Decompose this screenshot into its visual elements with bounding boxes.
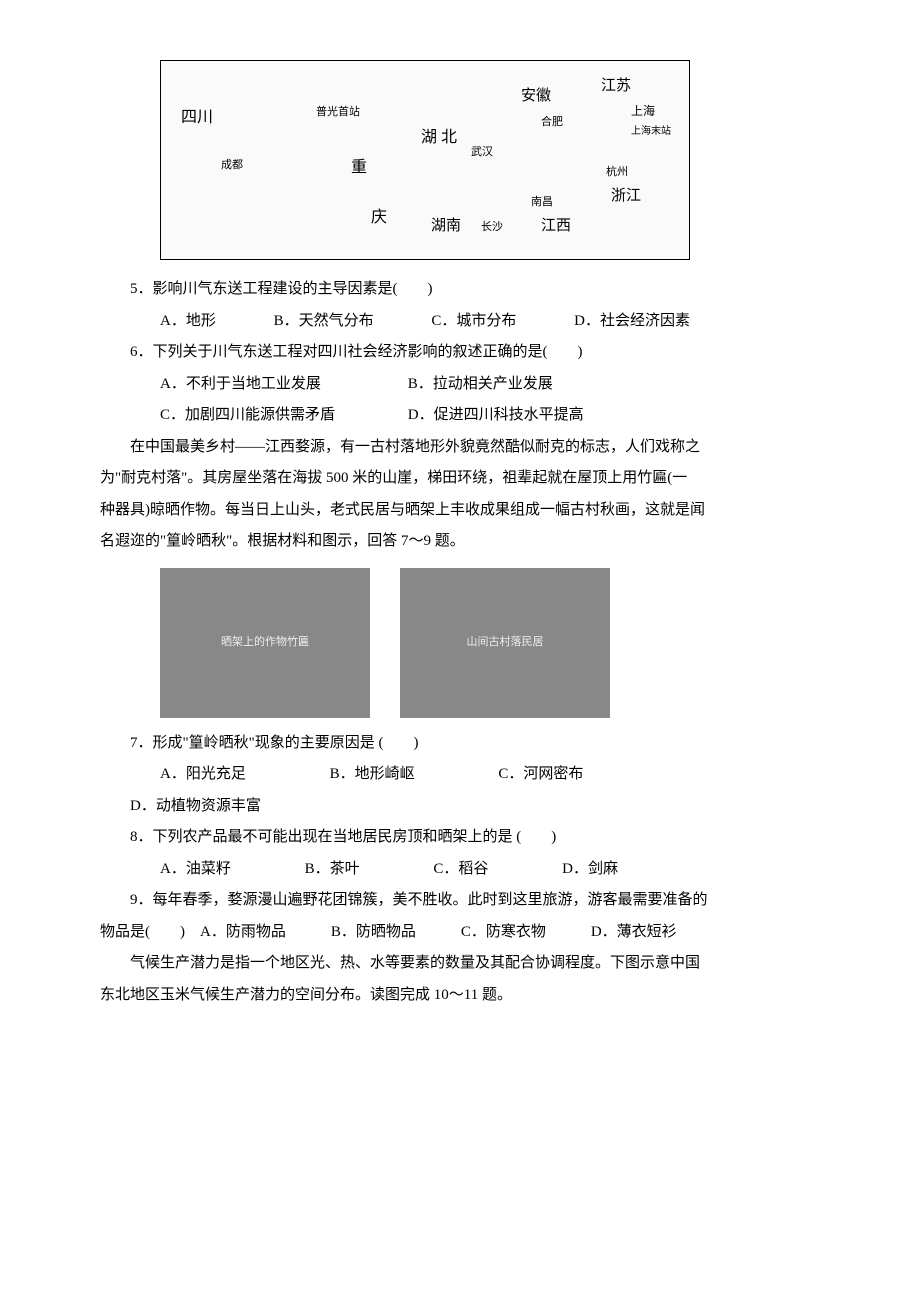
map-province-label: 江西 bbox=[541, 211, 571, 243]
map-city-label: 上海末站 bbox=[631, 121, 671, 142]
map-province-label: 江苏 bbox=[601, 71, 631, 103]
q7-option-b: B．地形崎岖 bbox=[300, 759, 415, 791]
q5-option-c: C．城市分布 bbox=[401, 306, 516, 338]
map-city-label: 合肥 bbox=[541, 111, 563, 134]
passage1-line1: 在中国最美乡村——江西婺源，有一古村落地形外貌竟然酷似耐克的标志，人们戏称之 bbox=[100, 432, 820, 464]
q7-options: A．阳光充足 B．地形崎岖 C．河网密布 D．动植物资源丰富 bbox=[100, 759, 820, 822]
map-province-label: 湖 北 bbox=[421, 121, 457, 155]
photo-row: 晒架上的作物竹匾 山间古村落民居 bbox=[160, 568, 820, 718]
map-city-label: 长沙 bbox=[481, 216, 503, 239]
q8-stem: 8．下列农产品最不可能出现在当地居民房顶和晒架上的是 ( ) bbox=[100, 822, 820, 854]
q7-stem: 7．形成"篁岭晒秋"现象的主要原因是 ( ) bbox=[100, 728, 820, 760]
map-city-label: 成都 bbox=[221, 154, 243, 177]
q5-option-d: D．社会经济因素 bbox=[544, 306, 690, 338]
q8-option-b: B．茶叶 bbox=[275, 854, 360, 886]
q6-option-c: C．加剧四川能源供需矛盾 bbox=[130, 400, 350, 432]
q5-stem: 5．影响川气东送工程建设的主导因素是( ) bbox=[100, 274, 820, 306]
map-city-label: 武汉 bbox=[471, 141, 493, 164]
q6-options-row1: A．不利于当地工业发展 B．拉动相关产业发展 bbox=[100, 369, 820, 401]
q6-stem: 6．下列关于川气东送工程对四川社会经济影响的叙述正确的是( ) bbox=[100, 337, 820, 369]
q5-option-b: B．天然气分布 bbox=[244, 306, 374, 338]
photo-village-hillside: 山间古村落民居 bbox=[400, 568, 610, 718]
map-city-label: 普光首站 bbox=[316, 101, 360, 124]
map-province-label: 安徽 bbox=[521, 81, 551, 113]
q6-option-a: A．不利于当地工业发展 bbox=[130, 369, 350, 401]
passage1-line3: 种器具)晾晒作物。每当日上山头，老式民居与晒架上丰收成果组成一幅古村秋画，这就是… bbox=[100, 495, 820, 527]
q6-option-b: B．拉动相关产业发展 bbox=[378, 369, 553, 401]
pipeline-map-figure: 四川 重 庆 湖 北 湖南 安徽 江苏 江西 浙江 普光首站 成都 武汉 合肥 … bbox=[160, 60, 690, 260]
q5-option-a: A．地形 bbox=[130, 306, 216, 338]
passage2-line2: 东北地区玉米气候生产潜力的空间分布。读图完成 10～11 题。 bbox=[100, 980, 820, 1012]
q7-option-a: A．阳光充足 bbox=[130, 759, 246, 791]
q8-options: A．油菜籽 B．茶叶 C．稻谷 D．剑麻 bbox=[100, 854, 820, 886]
q5-options: A．地形 B．天然气分布 C．城市分布 D．社会经济因素 bbox=[100, 306, 820, 338]
map-province-label: 庆 bbox=[371, 201, 387, 235]
map-province-label: 浙江 bbox=[611, 181, 641, 213]
q8-option-d: D．剑麻 bbox=[532, 854, 618, 886]
q9-line2: 物品是( ) A．防雨物品 B．防晒物品 C．防寒衣物 D．薄衣短衫 bbox=[100, 917, 820, 949]
q8-option-a: A．油菜籽 bbox=[130, 854, 231, 886]
q8-option-c: C．稻谷 bbox=[403, 854, 488, 886]
passage1-line4: 名遐迩的"篁岭晒秋"。根据材料和图示，回答 7～9 题。 bbox=[100, 526, 820, 558]
map-city-label: 杭州 bbox=[606, 161, 628, 184]
q6-option-d: D．促进四川科技水平提高 bbox=[378, 400, 584, 432]
q7-option-c: C．河网密布 bbox=[468, 759, 583, 791]
map-province-label: 湖南 bbox=[431, 211, 461, 243]
map-city-label: 南昌 bbox=[531, 191, 553, 214]
map-province-label: 重 bbox=[351, 151, 367, 185]
photo-crops-drying: 晒架上的作物竹匾 bbox=[160, 568, 370, 718]
q6-options-row2: C．加剧四川能源供需矛盾 D．促进四川科技水平提高 bbox=[100, 400, 820, 432]
passage1-line2: 为"耐克村落"。其房屋坐落在海拔 500 米的山崖，梯田环绕，祖辈起就在屋顶上用… bbox=[100, 463, 820, 495]
map-province-label: 四川 bbox=[181, 101, 213, 135]
passage2-line1: 气候生产潜力是指一个地区光、热、水等要素的数量及其配合协调程度。下图示意中国 bbox=[100, 948, 820, 980]
q9-stem: 9．每年春季，婺源漫山遍野花团锦簇，美不胜收。此时到这里旅游，游客最需要准备的 bbox=[100, 885, 820, 917]
q7-option-d: D．动植物资源丰富 bbox=[100, 791, 261, 823]
